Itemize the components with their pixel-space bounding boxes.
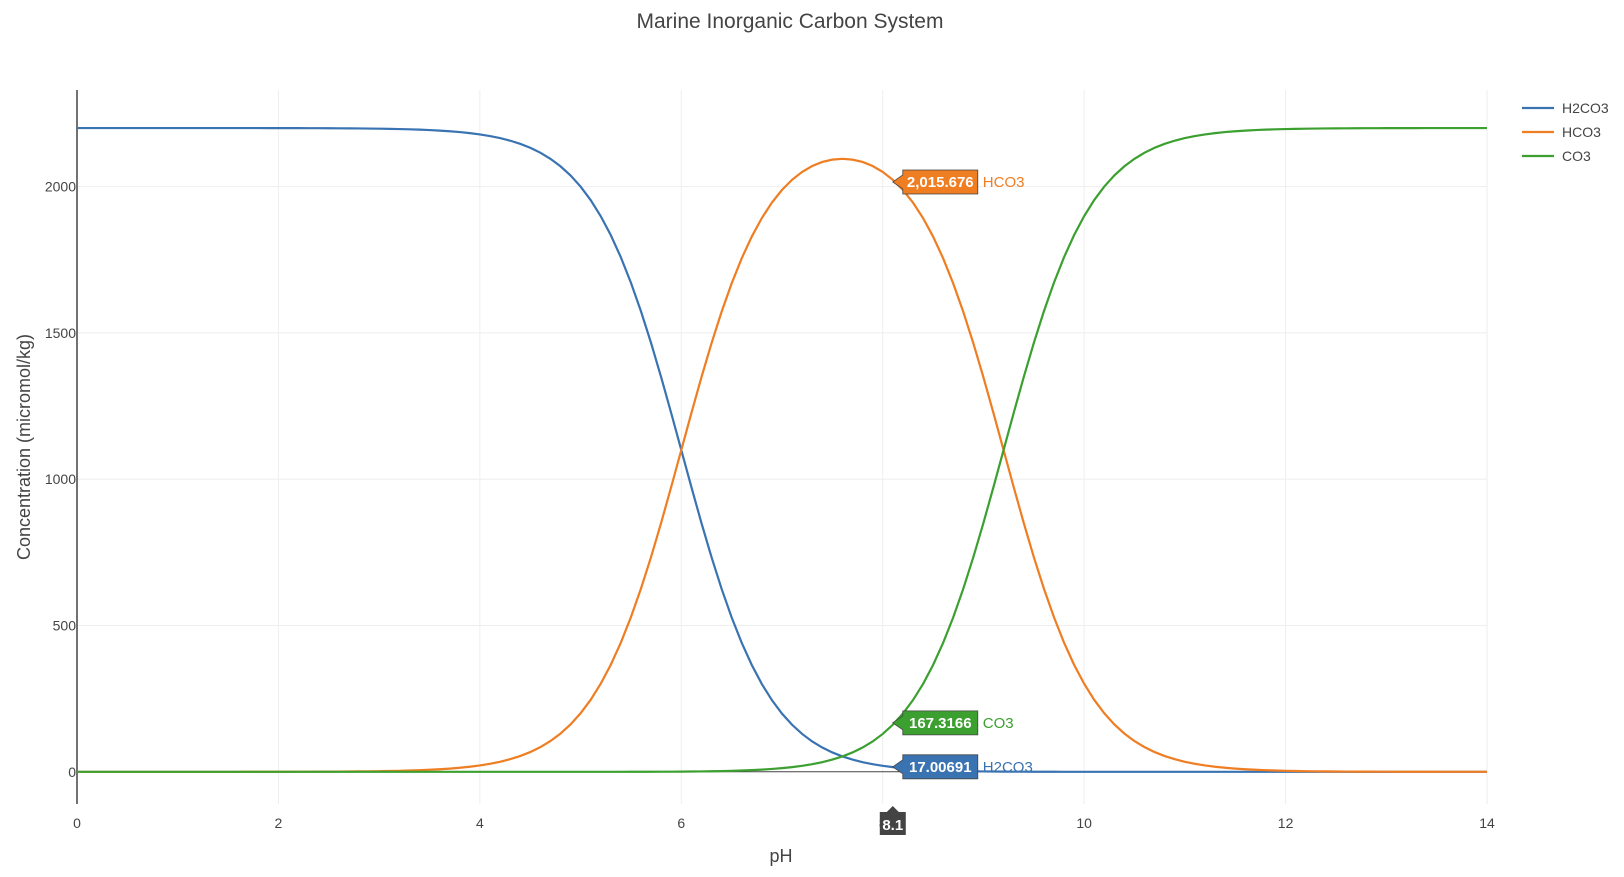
hover-box-h2co3 [892, 754, 979, 780]
y-tick-label: 0 [68, 764, 76, 780]
hover-value-hco3: 2,015.676 [907, 174, 974, 191]
hover-box-co3 [892, 710, 979, 736]
hover-box-hco3 [892, 169, 979, 195]
x-hover-label: 8.1 [882, 817, 903, 834]
legend[interactable]: H2CO3 HCO3 CO3 [1522, 100, 1609, 164]
hover-series-hco3: HCO3 [983, 174, 1025, 191]
x-tick-label: 6 [677, 815, 685, 831]
x-tick-label: 10 [1076, 815, 1092, 831]
tick-labels: 024681012140500100015002000 [45, 179, 1495, 831]
x-tick-label: 0 [73, 815, 81, 831]
y-tick-label: 2000 [45, 179, 76, 195]
x-axis-title: pH [769, 846, 792, 866]
y-tick-label: 500 [53, 618, 77, 634]
hover-tooltips: 8.1 2,015.676 HCO3 167.3166 CO3 17.00691 H2CO3 [879, 169, 1033, 835]
series-line-co3 [77, 126, 1487, 773]
y-tick-label: 1500 [45, 325, 76, 341]
series-line-hco3 [77, 157, 1487, 773]
chart-title: Marine Inorganic Carbon System [637, 10, 944, 33]
y-tick-label: 1000 [45, 471, 76, 487]
x-hover-label-box [879, 806, 906, 835]
x-tick-label: 14 [1479, 815, 1495, 831]
y-axis-title: Concentration (micromol/kg) [14, 334, 34, 560]
hover-value-h2co3: 17.00691 [909, 759, 972, 776]
hover-series-co3: CO3 [983, 715, 1014, 732]
legend-label-hco3[interactable]: HCO3 [1562, 124, 1601, 140]
legend-label-co3[interactable]: CO3 [1562, 148, 1591, 164]
gridlines [77, 90, 1488, 804]
hover-value-co3: 167.3166 [909, 715, 972, 732]
series-lines [77, 126, 1487, 773]
axes [76, 90, 1487, 804]
legend-label-h2co3[interactable]: H2CO3 [1562, 100, 1609, 116]
hover-series-h2co3: H2CO3 [983, 759, 1033, 776]
x-tick-label: 4 [476, 815, 484, 831]
x-tick-label: 12 [1278, 815, 1294, 831]
x-tick-label: 2 [275, 815, 283, 831]
series-line-h2co3 [77, 126, 1487, 773]
